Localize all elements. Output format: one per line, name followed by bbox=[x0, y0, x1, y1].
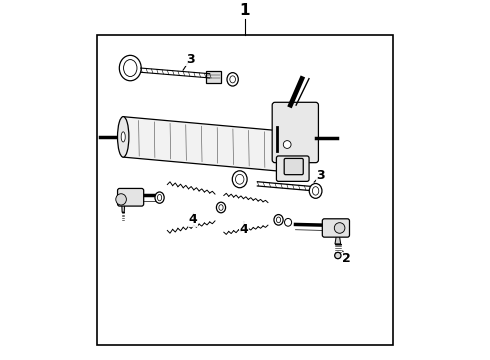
Ellipse shape bbox=[309, 184, 322, 198]
Ellipse shape bbox=[283, 141, 291, 148]
Text: 2: 2 bbox=[123, 187, 132, 200]
Ellipse shape bbox=[155, 192, 164, 203]
Ellipse shape bbox=[217, 202, 225, 213]
Ellipse shape bbox=[313, 187, 319, 195]
Text: 3: 3 bbox=[316, 169, 325, 182]
Ellipse shape bbox=[120, 55, 141, 81]
FancyBboxPatch shape bbox=[272, 102, 319, 163]
Polygon shape bbox=[335, 235, 341, 244]
FancyBboxPatch shape bbox=[322, 219, 349, 237]
Ellipse shape bbox=[276, 217, 281, 223]
Ellipse shape bbox=[157, 194, 162, 201]
Ellipse shape bbox=[236, 174, 244, 184]
Ellipse shape bbox=[335, 252, 341, 259]
Text: 2: 2 bbox=[343, 252, 351, 265]
FancyBboxPatch shape bbox=[284, 158, 303, 175]
FancyBboxPatch shape bbox=[276, 156, 309, 181]
Ellipse shape bbox=[121, 132, 125, 142]
Text: 1: 1 bbox=[240, 3, 250, 18]
Bar bbox=[97, 35, 393, 345]
Ellipse shape bbox=[116, 194, 126, 205]
Text: 3: 3 bbox=[186, 53, 195, 66]
Text: 4: 4 bbox=[188, 213, 197, 226]
Ellipse shape bbox=[227, 73, 238, 86]
FancyBboxPatch shape bbox=[206, 71, 220, 83]
Text: 4: 4 bbox=[240, 223, 248, 236]
Ellipse shape bbox=[123, 59, 137, 77]
FancyBboxPatch shape bbox=[118, 188, 144, 206]
Ellipse shape bbox=[230, 76, 236, 83]
Ellipse shape bbox=[219, 205, 223, 210]
Polygon shape bbox=[122, 204, 124, 212]
Ellipse shape bbox=[232, 171, 247, 188]
Ellipse shape bbox=[118, 117, 129, 157]
Ellipse shape bbox=[334, 223, 345, 233]
Polygon shape bbox=[123, 117, 280, 171]
Ellipse shape bbox=[285, 219, 292, 226]
Ellipse shape bbox=[274, 215, 283, 225]
